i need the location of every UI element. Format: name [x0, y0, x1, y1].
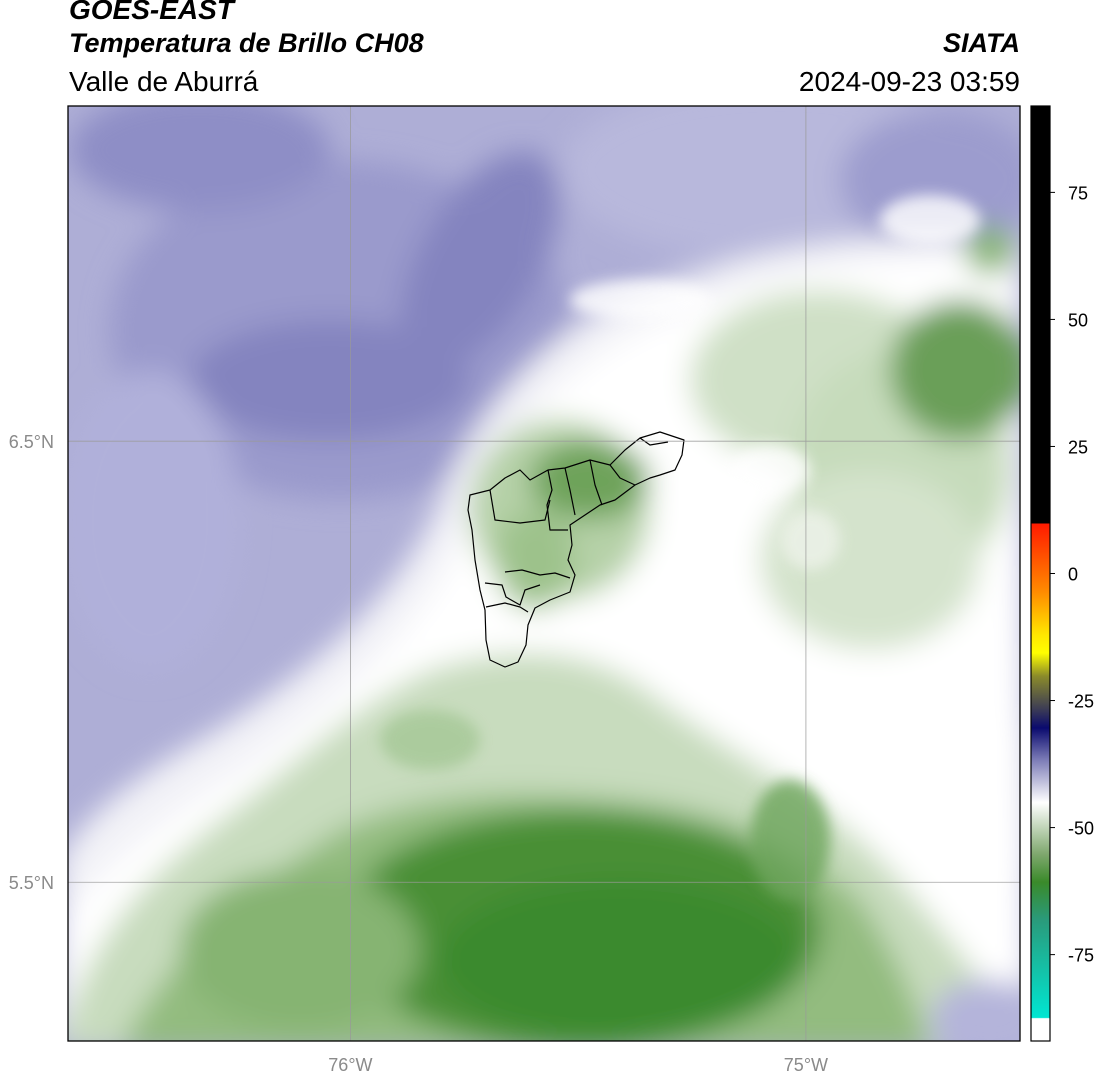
- lon-label: 76°W: [328, 1055, 372, 1075]
- colorbar-tick-label: 25: [1068, 437, 1088, 457]
- colorbar-tick-label: 50: [1068, 310, 1088, 330]
- longitude-labels: 76°W 75°W: [328, 1055, 828, 1075]
- latitude-labels: 6.5°N 5.5°N: [9, 432, 54, 893]
- title-product: Temperatura de Brillo CH08: [69, 28, 424, 58]
- municipal-boundaries: [467, 431, 685, 668]
- colorbar-tick-label: -50: [1068, 819, 1094, 839]
- timestamp-label: 2024-09-23 03:59: [798, 66, 1020, 97]
- colorbar-ticks: 75 50 25 0 -25 -50 -75: [1050, 183, 1094, 966]
- gridlines: [68, 106, 1020, 1041]
- lat-label: 6.5°N: [9, 432, 54, 452]
- title-satellite: GOES-EAST: [69, 0, 234, 25]
- colorbar-tick-label: -25: [1068, 692, 1094, 712]
- colorbar-tick-label: 0: [1068, 565, 1078, 585]
- brightness-temperature-field: [68, 106, 1020, 1041]
- lon-label: 75°W: [784, 1055, 828, 1075]
- colorbar-tick-label: -75: [1068, 946, 1094, 966]
- map-frame: [67, 105, 1021, 1042]
- title-region: Valle de Aburrá: [69, 66, 259, 97]
- colorbar: [1030, 105, 1051, 1042]
- source-label: SIATA: [943, 28, 1020, 58]
- lat-label: 5.5°N: [9, 873, 54, 893]
- colorbar-tick-label: 75: [1068, 183, 1088, 203]
